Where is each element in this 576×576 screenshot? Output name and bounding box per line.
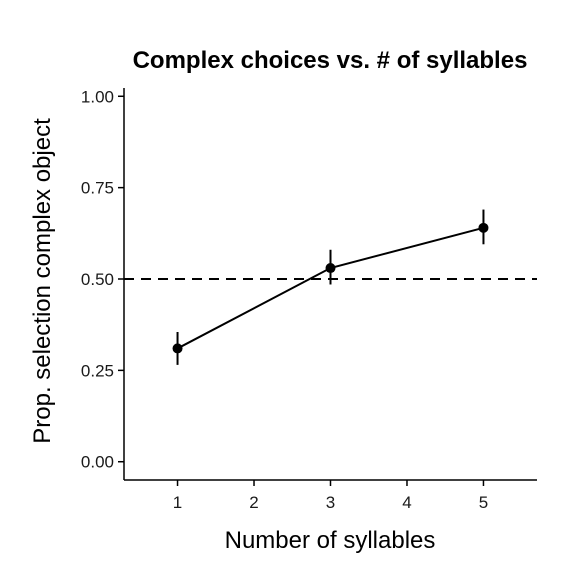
x-tick-label: 1 [173, 493, 182, 512]
x-tick-label: 3 [326, 493, 335, 512]
chart-title: Complex choices vs. # of syllables [133, 47, 528, 74]
plot-area: 0.00 0.25 0.50 0.75 1.00 1 2 3 4 5 [81, 87, 537, 512]
x-tick-label: 5 [479, 493, 488, 512]
x-tick-label: 4 [402, 493, 411, 512]
y-axis-ticks: 0.00 0.25 0.50 0.75 1.00 [81, 87, 124, 472]
y-axis-label: Prop. selection complex object [29, 118, 56, 444]
y-tick-label: 0.50 [81, 270, 114, 289]
series-line [177, 226, 484, 350]
data-point [325, 263, 336, 274]
y-tick-label: 1.00 [81, 87, 114, 106]
x-axis-label: Number of syllables [225, 527, 436, 554]
data-point [172, 343, 183, 354]
x-axis-ticks: 1 2 3 4 5 [173, 480, 488, 512]
y-tick-label: 0.25 [81, 361, 114, 380]
x-tick-label: 2 [249, 493, 258, 512]
data-series [172, 209, 489, 365]
y-tick-label: 0.00 [81, 453, 114, 472]
y-tick-label: 0.75 [81, 179, 114, 198]
data-point [478, 222, 489, 233]
